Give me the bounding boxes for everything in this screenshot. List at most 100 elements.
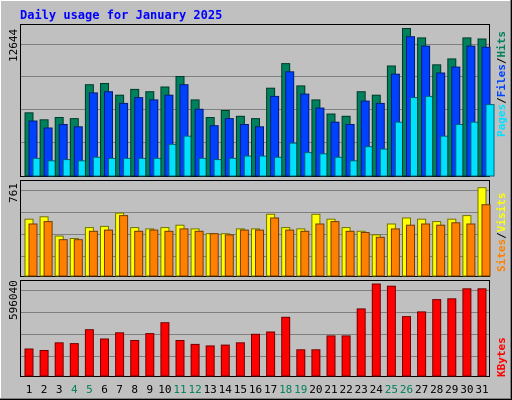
day-label-2: 2 [41, 383, 48, 396]
bar-kbytes-day-22 [341, 335, 351, 377]
legend-visits: Visits [495, 193, 508, 233]
bar-sites-day-25 [390, 228, 400, 277]
day-label-21: 21 [324, 383, 337, 396]
day-label-19: 19 [294, 383, 307, 396]
bar-sites-day-10 [164, 230, 174, 277]
bar-kbytes-day-23 [356, 308, 366, 377]
hits-axis-max-label: 12644 [7, 29, 20, 62]
bar-kbytes-day-13 [205, 345, 215, 377]
bar-kbytes-day-24 [371, 283, 381, 377]
bar-sites-day-20 [315, 223, 325, 277]
bar-kbytes-day-12 [190, 343, 200, 377]
bar-kbytes-day-30 [462, 288, 472, 377]
legend-files: Files [495, 64, 508, 97]
bar-kbytes-day-14 [220, 344, 230, 377]
bar-kbytes-day-28 [432, 299, 442, 377]
day-label-23: 23 [355, 383, 368, 396]
bar-sites-day-6 [104, 229, 113, 277]
day-label-24: 24 [370, 383, 384, 396]
bar-sites-day-23 [360, 232, 370, 277]
bar-sites-day-19 [300, 230, 310, 277]
day-label-6: 6 [101, 383, 108, 396]
bar-sites-day-21 [330, 221, 340, 277]
bar-sites-day-29 [451, 222, 461, 277]
bar-kbytes-day-7 [115, 332, 125, 377]
day-label-7: 7 [116, 383, 123, 396]
day-label-3: 3 [56, 383, 63, 396]
kbytes-panel-legend: KBytes [495, 337, 508, 377]
day-label-9: 9 [146, 383, 153, 396]
kbytes-axis-max-label: 596040 [7, 280, 20, 320]
day-label-30: 30 [460, 383, 473, 396]
bar-kbytes-day-10 [160, 322, 170, 377]
kbytes-panel-bars [24, 283, 487, 377]
bar-sites-day-16 [255, 229, 264, 277]
bar-sites-day-4 [73, 239, 83, 277]
bar-sites-day-9 [149, 229, 159, 277]
bar-kbytes-day-18 [281, 316, 291, 377]
bar-sites-day-15 [239, 229, 249, 277]
legend-hits: Hits [495, 31, 508, 58]
day-label-22: 22 [339, 383, 352, 396]
legend-sites: Sites [495, 239, 508, 272]
day-label-14: 14 [219, 383, 233, 396]
bar-kbytes-day-15 [235, 342, 245, 377]
bar-kbytes-day-19 [296, 349, 306, 377]
day-label-12: 12 [188, 383, 201, 396]
bar-kbytes-day-17 [266, 331, 276, 377]
day-label-31: 31 [475, 383, 488, 396]
bar-sites-day-26 [406, 224, 415, 277]
bar-sites-day-31 [481, 204, 491, 277]
day-label-26: 26 [400, 383, 413, 396]
bar-kbytes-day-5 [84, 329, 94, 377]
bar-sites-day-12 [194, 230, 204, 277]
day-label-17: 17 [264, 383, 277, 396]
day-label-18: 18 [279, 383, 292, 396]
bar-sites-day-28 [436, 224, 446, 277]
day-label-8: 8 [131, 383, 138, 396]
bar-kbytes-day-3 [54, 342, 64, 377]
day-label-15: 15 [234, 383, 247, 396]
bar-kbytes-day-31 [477, 288, 487, 377]
bar-sites-day-5 [88, 230, 98, 277]
day-label-20: 20 [309, 383, 322, 396]
day-label-29: 29 [445, 383, 458, 396]
bar-sites-day-18 [285, 229, 295, 277]
day-label-28: 28 [430, 383, 443, 396]
bar-sites-day-3 [58, 239, 68, 277]
legend-pages: Pages [495, 104, 508, 137]
hits-panel-legend: Pages/Files/Hits [495, 31, 508, 137]
bar-sites-day-2 [43, 221, 53, 277]
day-label-27: 27 [415, 383, 428, 396]
bar-sites-day-24 [375, 236, 385, 277]
legend-separator: / [495, 232, 508, 239]
bar-kbytes-day-6 [100, 338, 109, 377]
bar-sites-day-14 [224, 234, 234, 277]
day-label-16: 16 [249, 383, 262, 396]
bar-kbytes-day-11 [175, 340, 185, 377]
bar-kbytes-day-27 [417, 311, 427, 377]
bar-sites-day-13 [209, 233, 219, 277]
visits-axis-max-label: 761 [7, 183, 20, 203]
bar-kbytes-day-1 [24, 348, 34, 377]
legend-separator: / [495, 57, 508, 64]
bar-kbytes-day-16 [251, 333, 260, 377]
bar-kbytes-day-2 [39, 350, 49, 377]
bar-kbytes-day-26 [402, 316, 411, 377]
bar-kbytes-day-4 [69, 343, 79, 377]
day-label-4: 4 [71, 383, 78, 396]
bar-kbytes-day-20 [311, 349, 321, 377]
chart-title: Daily usage for January 2025 [20, 8, 222, 22]
bar-sites-day-30 [466, 223, 476, 277]
day-label-1: 1 [26, 383, 33, 396]
day-label-10: 10 [158, 383, 171, 396]
day-label-13: 13 [204, 383, 217, 396]
bar-sites-day-17 [270, 217, 280, 277]
bar-sites-day-11 [179, 228, 189, 277]
bar-kbytes-day-29 [447, 298, 457, 377]
bar-sites-day-27 [421, 223, 431, 277]
bar-sites-day-7 [119, 215, 129, 277]
legend-kbytes: KBytes [495, 337, 508, 377]
